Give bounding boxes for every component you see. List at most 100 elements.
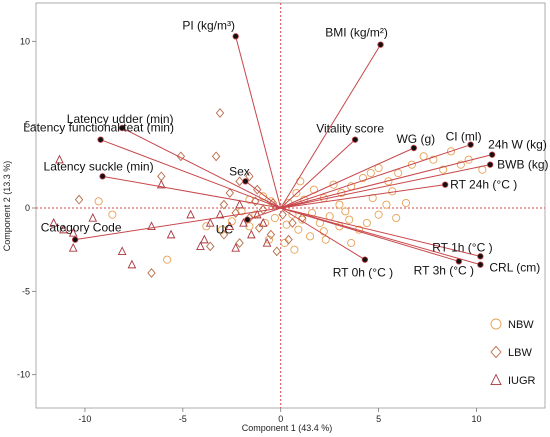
y-tick-label: 5: [25, 120, 30, 130]
lbw-point: [215, 108, 225, 118]
loading-point: [361, 256, 369, 263]
loading-arrow: [121, 127, 281, 209]
lbw-point: [258, 204, 268, 215]
loading-label: RT 1h (°C ): [432, 240, 492, 254]
reference-lines: [36, 3, 545, 408]
plot-frame: [35, 2, 546, 409]
loading-arrow: [280, 207, 366, 261]
loading-point: [486, 161, 494, 168]
lbw-point: [284, 234, 293, 245]
loading-label: RT 3h (°C ): [414, 263, 474, 277]
nbw-point: [280, 238, 289, 248]
lbw-point: [272, 246, 281, 257]
loading-point: [71, 236, 79, 243]
legend-label-iugr: IUGR: [508, 375, 536, 387]
nbw-point: [227, 217, 236, 226]
legend-marker-lbw: [490, 345, 502, 359]
nbw-point: [374, 210, 383, 219]
nbw-point: [294, 225, 303, 234]
nbw-point: [290, 245, 299, 254]
loading-point: [242, 178, 249, 185]
iugr-point: [88, 212, 98, 222]
loading-label: Latency functional teat (min): [23, 121, 174, 135]
loading-label: Sex: [229, 164, 250, 178]
loading-label: PI (kg/m³): [182, 18, 235, 32]
lbw-point: [157, 171, 166, 182]
loading-arrow: [102, 175, 281, 209]
loading-label: BWB (kg): [497, 158, 548, 172]
lbw-point: [235, 176, 244, 187]
nbw-point: [394, 168, 403, 178]
legend-label-nbw: NBW: [508, 319, 534, 331]
nbw-point: [94, 197, 103, 206]
loading-point: [99, 173, 106, 180]
loading-point: [467, 141, 474, 148]
loading-arrow: [280, 139, 356, 209]
lbw-point: [147, 268, 156, 278]
lbw-point: [266, 229, 276, 240]
loading-arrow: [280, 154, 493, 209]
loading-labels: PI (kg/m³) BMI (kg/m²) Latency udder (min)…: [23, 18, 548, 279]
loading-point: [488, 151, 496, 158]
lbw-point: [235, 238, 244, 248]
y-tick-label: -5: [22, 286, 30, 296]
x-axis-title: Component 1 (43.4 %): [242, 423, 333, 433]
lbw-point: [225, 188, 235, 198]
loading-label: CRL (cm): [489, 261, 540, 275]
y-tick-label: -10: [17, 370, 30, 380]
lbw-point: [219, 229, 229, 240]
lbw-point: [268, 198, 278, 208]
legend: NBW LBW IUGR: [490, 318, 536, 387]
y-tick-label: 0: [25, 203, 30, 213]
nbw-point: [392, 213, 401, 223]
lbw-point: [245, 171, 254, 182]
loading-label: BMI (kg/m²): [325, 26, 388, 40]
lbw-point: [206, 241, 215, 252]
y-axis-title: Component 2 (13.3 %): [2, 161, 12, 252]
nbw-point: [362, 218, 371, 228]
loading-label: Category Code: [41, 221, 122, 235]
loading-point: [477, 253, 484, 260]
lbw-point: [74, 194, 84, 205]
nbw-point: [407, 160, 416, 169]
loading-arrow: [75, 207, 281, 241]
nbw-point: [401, 198, 411, 208]
iugr-point: [225, 221, 235, 230]
iugr-point: [147, 221, 156, 230]
lbw-point: [231, 208, 240, 218]
lbw-point: [288, 218, 297, 228]
iugr-point: [247, 229, 256, 239]
nbw-point: [358, 173, 367, 183]
iugr-point: [258, 217, 268, 227]
x-tick-label: 0: [278, 414, 283, 424]
loading-label: RT 24h (°C ): [450, 178, 517, 192]
lbw-point: [176, 151, 186, 162]
iugr-point: [59, 224, 68, 234]
nbw-point: [298, 215, 307, 224]
lbw-point: [278, 209, 287, 220]
iugr-point: [196, 241, 205, 250]
nbw-point: [341, 207, 350, 216]
loading-label: Latency udder (min): [67, 112, 174, 126]
iugr-point: [156, 179, 166, 189]
iugr-point: [68, 227, 78, 237]
nbw-point: [446, 147, 456, 156]
loading-label: WG (g): [396, 132, 435, 146]
lbw-point: [251, 196, 260, 207]
loading-arrow: [280, 184, 446, 209]
loading-arrows: [71, 33, 496, 268]
nbw-point: [296, 177, 305, 186]
loading-label: Vitality score: [316, 122, 384, 136]
loading-point: [377, 41, 384, 48]
loading-arrow: [247, 207, 281, 221]
iugr-point: [239, 217, 248, 227]
axis-ticks: -10 -5 0 5 10 -10 -5 0 5 10: [17, 36, 482, 424]
y-tick-label: 10: [20, 36, 30, 46]
loading-arrow: [280, 207, 481, 257]
lbw-point: [219, 199, 229, 210]
score-points: [49, 108, 487, 278]
loading-point: [410, 144, 418, 152]
iugr-point: [68, 242, 78, 252]
loading-arrow: [235, 36, 282, 209]
